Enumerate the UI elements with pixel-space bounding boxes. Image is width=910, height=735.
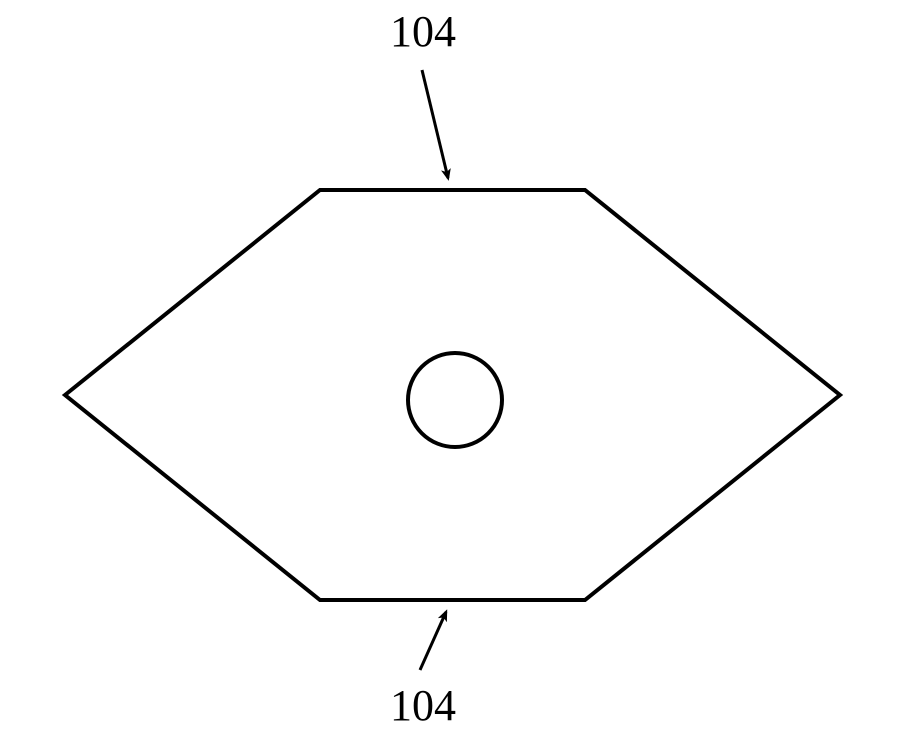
label-arrow-0	[422, 70, 448, 178]
label-arrow-1	[420, 612, 446, 670]
center-circle	[408, 353, 502, 447]
diagram-svg	[0, 0, 910, 735]
label-text-0: 104	[390, 6, 456, 57]
label-arrows	[420, 70, 448, 670]
label-text-1: 104	[390, 680, 456, 731]
hexagon-shape	[65, 190, 840, 600]
